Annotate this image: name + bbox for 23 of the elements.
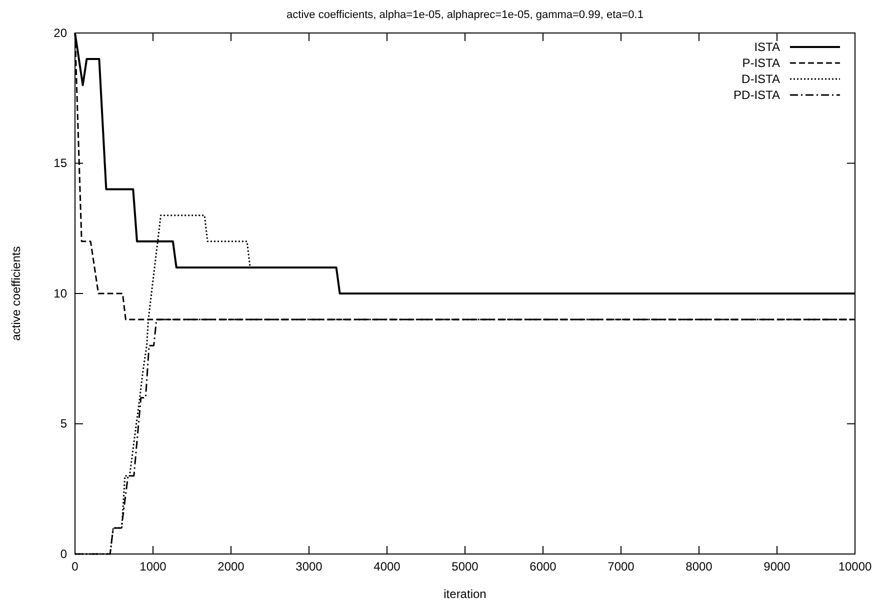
legend-label: ISTA: [754, 40, 780, 54]
x-tick-label: 5000: [452, 560, 479, 574]
x-tick-label: 4000: [374, 560, 401, 574]
legend-label: P-ISTA: [742, 56, 780, 70]
x-tick-label: 6000: [530, 560, 557, 574]
y-axis-title: active coefficients: [9, 246, 23, 341]
x-tick-label: 0: [72, 560, 79, 574]
x-tick-label: 8000: [686, 560, 713, 574]
x-tick-label: 10000: [838, 560, 872, 574]
y-tick-label: 5: [60, 416, 68, 431]
x-tick-label: 9000: [764, 560, 791, 574]
y-tick-label: 10: [54, 286, 68, 300]
legend-label: D-ISTA: [742, 72, 780, 86]
legend-label: PD-ISTA: [734, 88, 780, 102]
y-tick-label: 0: [60, 546, 68, 561]
x-tick-label: 2000: [218, 560, 245, 574]
x-tick-label: 1000: [140, 560, 167, 574]
y-tick-label: 15: [54, 156, 68, 170]
x-axis-title: iteration: [444, 587, 486, 601]
y-tick-label: 20: [54, 26, 68, 40]
chart-title: active coefficients, alpha=1e-05, alphaprec=1e-05, gamma=0.99, eta=0.1: [286, 9, 644, 21]
x-tick-label: 7000: [608, 560, 635, 574]
x-tick-label: 3000: [296, 560, 323, 574]
